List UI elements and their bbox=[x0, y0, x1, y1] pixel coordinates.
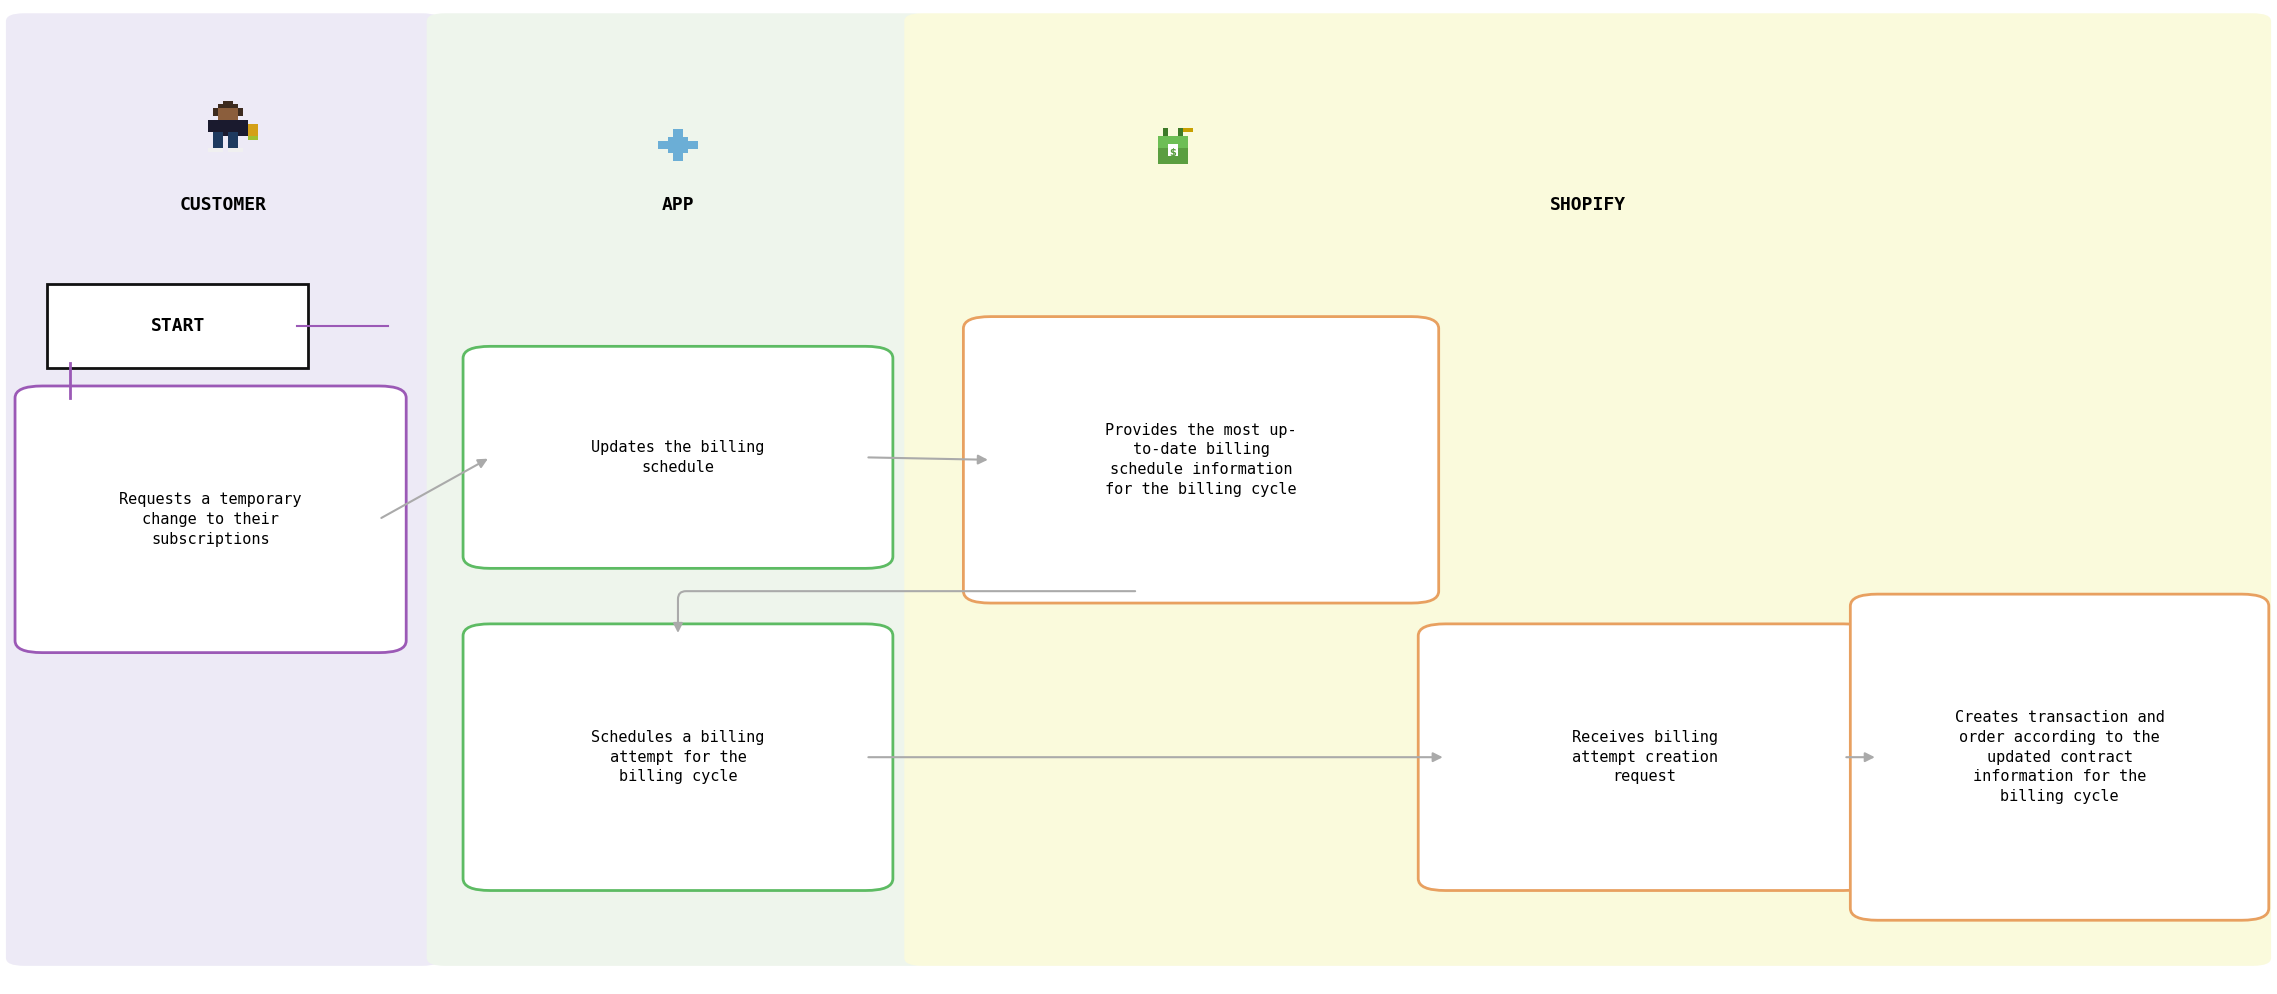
FancyBboxPatch shape bbox=[1164, 128, 1168, 136]
FancyBboxPatch shape bbox=[214, 132, 223, 148]
FancyBboxPatch shape bbox=[219, 108, 239, 120]
FancyBboxPatch shape bbox=[1177, 128, 1182, 136]
FancyBboxPatch shape bbox=[1157, 136, 1189, 148]
FancyBboxPatch shape bbox=[674, 153, 683, 161]
FancyBboxPatch shape bbox=[426, 13, 929, 966]
FancyBboxPatch shape bbox=[1851, 594, 2268, 920]
Text: Updates the billing
schedule: Updates the billing schedule bbox=[592, 440, 765, 475]
Text: Schedules a billing
attempt for the
billing cycle: Schedules a billing attempt for the bill… bbox=[592, 730, 765, 784]
FancyBboxPatch shape bbox=[207, 148, 223, 152]
FancyBboxPatch shape bbox=[7, 13, 439, 966]
FancyBboxPatch shape bbox=[239, 120, 248, 132]
FancyBboxPatch shape bbox=[1168, 144, 1177, 156]
Text: SHOPIFY: SHOPIFY bbox=[1551, 196, 1626, 214]
FancyBboxPatch shape bbox=[48, 284, 307, 368]
Text: Creates transaction and
order according to the
updated contract
information for : Creates transaction and order according … bbox=[1954, 710, 2165, 804]
Text: $: $ bbox=[1168, 148, 1175, 158]
FancyBboxPatch shape bbox=[228, 148, 244, 152]
FancyBboxPatch shape bbox=[1419, 624, 1872, 891]
Text: CUSTOMER: CUSTOMER bbox=[180, 196, 266, 214]
Text: APP: APP bbox=[663, 196, 694, 214]
FancyBboxPatch shape bbox=[219, 108, 239, 124]
Text: Provides the most up-
to-date billing
schedule information
for the billing cycle: Provides the most up- to-date billing sc… bbox=[1104, 422, 1298, 497]
Text: Requests a temporary
change to their
subscriptions: Requests a temporary change to their sub… bbox=[118, 492, 303, 547]
FancyBboxPatch shape bbox=[239, 128, 248, 136]
FancyBboxPatch shape bbox=[963, 317, 1439, 603]
Text: START: START bbox=[150, 317, 205, 335]
Text: Receives billing
attempt creation
request: Receives billing attempt creation reques… bbox=[1571, 730, 1717, 784]
FancyBboxPatch shape bbox=[658, 141, 667, 149]
FancyBboxPatch shape bbox=[214, 108, 219, 116]
FancyBboxPatch shape bbox=[1157, 136, 1189, 164]
FancyBboxPatch shape bbox=[223, 100, 232, 104]
FancyBboxPatch shape bbox=[239, 108, 244, 116]
FancyBboxPatch shape bbox=[674, 129, 683, 137]
FancyBboxPatch shape bbox=[248, 124, 257, 136]
FancyBboxPatch shape bbox=[207, 120, 219, 132]
FancyBboxPatch shape bbox=[16, 386, 405, 653]
FancyBboxPatch shape bbox=[219, 104, 239, 108]
FancyBboxPatch shape bbox=[228, 132, 239, 148]
FancyBboxPatch shape bbox=[904, 13, 2270, 966]
FancyBboxPatch shape bbox=[462, 624, 893, 891]
FancyBboxPatch shape bbox=[1182, 128, 1193, 132]
FancyBboxPatch shape bbox=[667, 137, 688, 153]
FancyBboxPatch shape bbox=[462, 346, 893, 569]
FancyBboxPatch shape bbox=[214, 120, 239, 136]
FancyBboxPatch shape bbox=[688, 141, 699, 149]
FancyBboxPatch shape bbox=[248, 124, 257, 140]
